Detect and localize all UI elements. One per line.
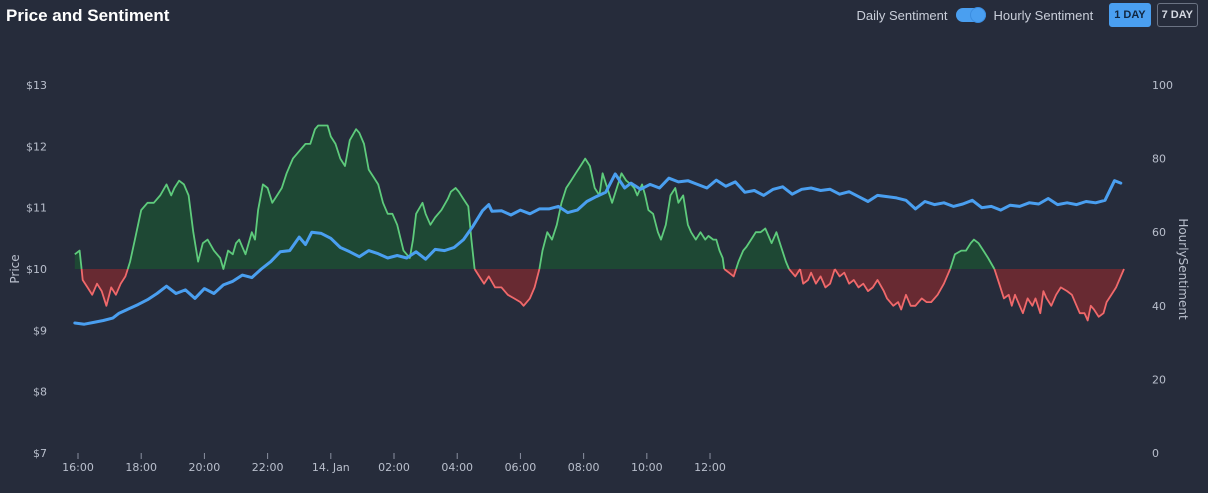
- x-tick-label: 12:00: [694, 461, 726, 474]
- axes-layer: $7 $8 $9 $10 $11 $12 $13 0 20 40 60 80 100 16:00 18:00…: [8, 79, 1190, 474]
- y2-tick-label: 40: [1152, 300, 1166, 313]
- positive-sentiment-line: [538, 157, 726, 270]
- positive-sentiment-line: [949, 238, 996, 270]
- y-tick-label: $12: [26, 140, 47, 153]
- y-tick-label: $8: [33, 386, 47, 399]
- x-tick-label: 06:00: [505, 461, 537, 474]
- hourly-sentiment-label: Hourly Sentiment: [993, 7, 1094, 23]
- negative-sentiment-area: [789, 269, 801, 277]
- negative-sentiment-line: [834, 268, 952, 311]
- y2-axis-title: HourlySentiment: [1176, 218, 1190, 320]
- negative-sentiment-area: [81, 269, 128, 306]
- daily-sentiment-label: Daily Sentiment: [856, 7, 948, 23]
- positive-sentiment-area: [950, 239, 995, 269]
- x-tick-label: 22:00: [252, 461, 284, 474]
- negative-sentiment-line: [723, 268, 737, 278]
- y-tick-label: $13: [26, 79, 47, 92]
- toggle-knob[interactable]: [969, 7, 986, 23]
- x-tick-label: 20:00: [189, 461, 221, 474]
- positive-sentiment-line: [126, 124, 476, 270]
- y2-tick-label: 20: [1152, 373, 1166, 386]
- chart-title: Price and Sentiment: [6, 6, 170, 25]
- negative-sentiment-line: [788, 268, 801, 278]
- negative-sentiment-line: [993, 268, 1125, 322]
- seven-day-button[interactable]: 7 DAY: [1156, 3, 1198, 27]
- x-tick-label: 18:00: [125, 461, 157, 474]
- y-tick-label: $7: [33, 447, 47, 460]
- x-tick-label: 16:00: [62, 461, 94, 474]
- price-line: [73, 172, 1123, 326]
- negative-sentiment-line: [80, 268, 129, 307]
- y2-tick-label: 0: [1152, 447, 1159, 460]
- x-tick-label: 08:00: [568, 461, 600, 474]
- x-tick-label: 02:00: [378, 461, 410, 474]
- y-tick-label: $9: [33, 324, 47, 337]
- y-axis-title: Price: [8, 254, 22, 283]
- y2-tick-label: 80: [1152, 153, 1166, 166]
- positive-sentiment-area: [539, 158, 725, 269]
- y2-tick-label: 60: [1152, 226, 1166, 239]
- one-day-button[interactable]: 1 DAY: [1109, 3, 1151, 27]
- negative-sentiment-line: [473, 268, 541, 307]
- series-layer: [73, 124, 1125, 326]
- x-tick-label: 10:00: [631, 461, 663, 474]
- positive-sentiment-line: [735, 227, 790, 270]
- sentiment-toggle[interactable]: [955, 7, 986, 23]
- positive-sentiment-area: [736, 228, 789, 269]
- sentiment-controls: Daily Sentiment Hourly Sentiment 1 DAY 7…: [856, 3, 1198, 27]
- sentiment-fill-layer: [74, 125, 1124, 321]
- negative-sentiment-area: [834, 269, 951, 310]
- x-tick-label: 04:00: [441, 461, 473, 474]
- negative-sentiment-area: [800, 269, 835, 288]
- y-tick-label: $10: [26, 263, 47, 276]
- positive-sentiment-area: [127, 125, 475, 269]
- y-tick-label: $11: [26, 202, 47, 215]
- negative-sentiment-area: [994, 269, 1124, 321]
- positive-sentiment-line: [74, 249, 83, 270]
- x-tick-label: 14. Jan: [312, 461, 350, 474]
- negative-sentiment-line: [799, 268, 836, 289]
- y2-tick-label: 100: [1152, 79, 1173, 92]
- negative-sentiment-area: [474, 269, 540, 306]
